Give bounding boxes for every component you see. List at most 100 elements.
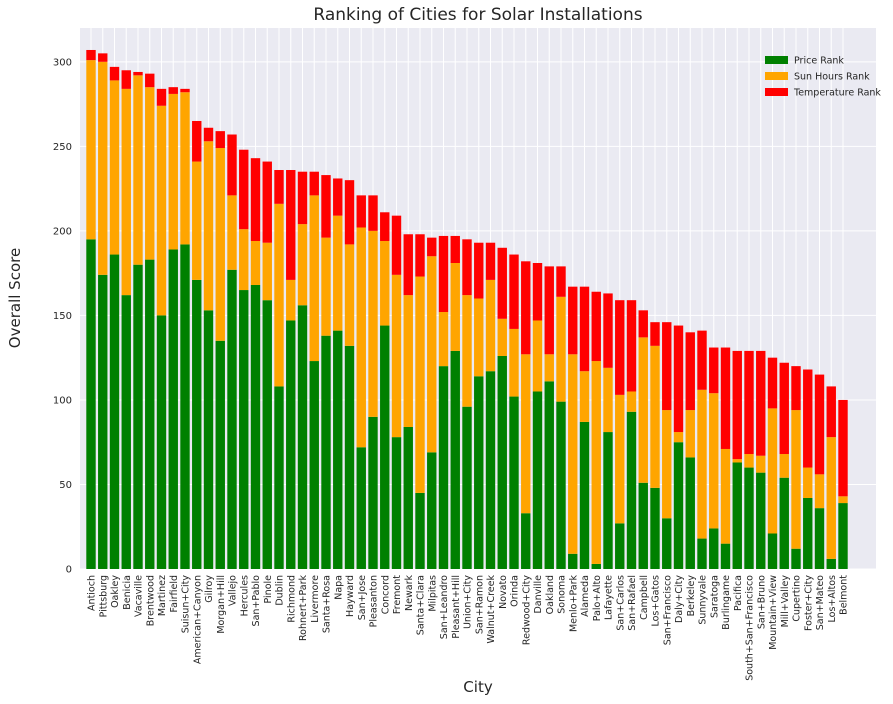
bar-temperature-rank-pittsburg bbox=[98, 53, 108, 62]
x-tick-label: Fremont bbox=[392, 575, 403, 614]
x-tick-label: Richmond bbox=[286, 575, 297, 623]
x-tick-label: Foster+City bbox=[803, 575, 814, 631]
bar-price-rank-milpitas bbox=[427, 452, 437, 569]
x-tick-label: Hayward bbox=[345, 575, 356, 617]
bar-price-rank-saratoga bbox=[709, 528, 719, 569]
x-tick-label: San+Mateo bbox=[815, 575, 826, 630]
x-tick-label: Gilroy bbox=[204, 575, 215, 603]
x-tick-label: Oakley bbox=[110, 575, 121, 608]
x-tick-label: Napa bbox=[333, 575, 344, 600]
bar-sun-hours-rank-menlo-park bbox=[568, 354, 578, 554]
bar-sun-hours-rank-richmond bbox=[286, 279, 296, 321]
bar-price-rank-berkeley bbox=[685, 457, 695, 569]
bar-temperature-rank-vallejo bbox=[227, 134, 237, 196]
bar-price-rank-american-canyon bbox=[192, 279, 202, 569]
bar-sun-hours-rank-redwood-city bbox=[521, 354, 531, 514]
bar-price-rank-pleasant-hill bbox=[450, 350, 460, 569]
bar-sun-hours-rank-sunnyvale bbox=[697, 389, 707, 539]
bar-price-rank-fremont bbox=[391, 437, 402, 569]
x-tick-label: Mill+Valley bbox=[780, 575, 791, 628]
bar-temperature-rank-gilroy bbox=[203, 127, 214, 142]
x-tick-label: Daly+City bbox=[674, 575, 685, 623]
bar-price-rank-pleasanton bbox=[368, 416, 378, 569]
bar-sun-hours-rank-hayward bbox=[344, 244, 355, 346]
bar-sun-hours-rank-pinole bbox=[262, 242, 272, 301]
bar-temperature-rank-martinez bbox=[156, 88, 167, 106]
x-tick-label: Pittsburg bbox=[98, 575, 109, 617]
bar-sun-hours-rank-brentwood bbox=[145, 87, 155, 260]
x-tick-label: Milpitas bbox=[427, 575, 438, 612]
bar-temperature-rank-danville bbox=[532, 263, 543, 321]
x-tick-label: American+Canyon bbox=[192, 575, 203, 664]
bar-temperature-rank-belmont bbox=[838, 399, 848, 497]
bar-price-rank-concord bbox=[380, 325, 390, 569]
bar-price-rank-san-mateo bbox=[814, 508, 825, 569]
bar-sun-hours-rank-martinez bbox=[156, 105, 167, 316]
bar-sun-hours-rank-pittsburg bbox=[98, 61, 108, 275]
y-axis-label: Overall Score bbox=[6, 248, 24, 348]
legend-label: Temperature Rank bbox=[793, 88, 881, 99]
bar-sun-hours-rank-vallejo bbox=[227, 195, 237, 270]
bar-sun-hours-rank-pleasant-hill bbox=[450, 263, 460, 351]
bar-temperature-rank-redwood-city bbox=[521, 261, 531, 355]
bar-sun-hours-rank-san-leandro bbox=[438, 312, 449, 367]
x-tick-label: San+Carlos bbox=[615, 575, 626, 631]
y-ticks: 0 50 100 150 200 250 300 bbox=[53, 57, 72, 575]
bar-price-rank-palo-alto bbox=[591, 563, 601, 569]
x-tick-label: Fairfield bbox=[169, 575, 180, 612]
bar-price-rank-gilroy bbox=[203, 310, 214, 569]
bar-sun-hours-rank-walnut-creek bbox=[485, 279, 496, 372]
bar-price-rank-foster-city bbox=[803, 497, 813, 569]
x-tick-label: San+Ramon bbox=[474, 575, 485, 634]
bar-sun-hours-rank-alameda bbox=[579, 371, 590, 422]
bar-price-rank-san-francisco bbox=[662, 518, 672, 569]
bar-price-rank-san-pablo bbox=[250, 284, 261, 569]
bar-price-rank-livermore bbox=[309, 361, 319, 569]
bar-sun-hours-rank-south-san-francisco bbox=[744, 454, 754, 468]
bar-price-rank-walnut-creek bbox=[485, 371, 496, 569]
bar-price-rank-vacaville bbox=[133, 264, 143, 569]
bar-sun-hours-rank-pacifica bbox=[732, 459, 742, 463]
bar-temperature-rank-campbell bbox=[638, 310, 648, 338]
bar-temperature-rank-los-altos bbox=[826, 386, 836, 438]
x-tick-label: Brentwood bbox=[145, 575, 156, 626]
bar-price-rank-oakland bbox=[544, 381, 554, 569]
bar-price-rank-novato bbox=[497, 355, 507, 569]
bar-temperature-rank-san-jose bbox=[356, 195, 366, 228]
bar-price-rank-cupertino bbox=[791, 548, 801, 569]
bar-sun-hours-rank-newark bbox=[403, 295, 413, 427]
bar-price-rank-benicia bbox=[121, 295, 131, 569]
bar-price-rank-pacifica bbox=[732, 462, 742, 569]
bar-temperature-rank-alameda bbox=[579, 286, 590, 372]
bar-price-rank-burlingame bbox=[720, 543, 731, 569]
x-tick-label: Pacifica bbox=[733, 575, 744, 611]
bar-price-rank-campbell bbox=[638, 482, 648, 569]
bar-sun-hours-rank-dublin bbox=[274, 203, 284, 387]
bar-temperature-rank-pleasant-hill bbox=[450, 235, 460, 263]
bar-price-rank-san-jose bbox=[356, 447, 366, 569]
bar-temperature-rank-sonoma bbox=[556, 266, 566, 297]
x-tick-label: Hercules bbox=[239, 575, 250, 616]
x-tick-label: Morgan+Hill bbox=[216, 575, 227, 634]
bar-sun-hours-rank-fairfield bbox=[168, 93, 178, 250]
bar-sun-hours-rank-belmont bbox=[838, 496, 848, 504]
x-tick-label: Mountain+View bbox=[768, 575, 779, 650]
bar-price-rank-orinda bbox=[509, 396, 519, 569]
bar-price-rank-napa bbox=[333, 330, 343, 569]
bar-temperature-rank-napa bbox=[333, 178, 343, 216]
bar-price-rank-hayward bbox=[344, 345, 355, 569]
bar-temperature-rank-san-ramon bbox=[474, 242, 484, 299]
bar-price-rank-fairfield bbox=[168, 249, 178, 569]
bar-sun-hours-rank-napa bbox=[333, 215, 343, 331]
bar-sun-hours-rank-san-bruno bbox=[756, 455, 766, 473]
x-tick-label: Campbell bbox=[639, 575, 650, 620]
bar-sun-hours-rank-orinda bbox=[509, 328, 519, 397]
bar-temperature-rank-orinda bbox=[509, 254, 519, 329]
bar-sun-hours-rank-livermore bbox=[309, 195, 319, 362]
bar-temperature-rank-los-gatos bbox=[650, 322, 660, 346]
bar-temperature-rank-san-mateo bbox=[814, 374, 825, 475]
bar-temperature-rank-fairfield bbox=[168, 87, 178, 94]
bar-price-rank-santa-clara bbox=[415, 492, 425, 569]
bar-price-rank-san-bruno bbox=[756, 472, 766, 569]
bar-temperature-rank-pacifica bbox=[732, 350, 742, 460]
